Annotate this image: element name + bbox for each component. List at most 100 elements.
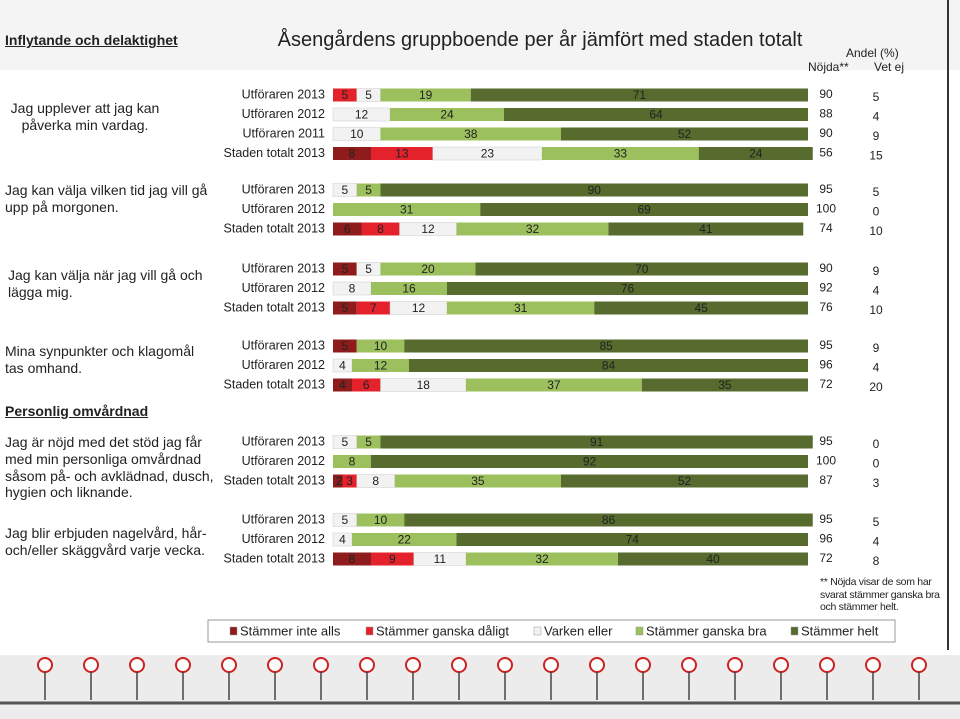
sign: [543, 657, 559, 673]
section-title: Personlig omvårdnad: [5, 403, 149, 419]
bar-segment: [409, 359, 808, 372]
legend-label: Stämmer inte alls: [240, 623, 341, 638]
nojda-value: 74: [819, 221, 833, 235]
bar-segment: [333, 378, 352, 392]
bar-segment: [456, 533, 808, 546]
value-label: 4: [339, 378, 346, 392]
footer-band: [0, 655, 960, 719]
value-label: 10: [350, 127, 364, 141]
vet-ej-value: 10: [869, 224, 883, 238]
bar-segment: [404, 513, 813, 527]
sign: [175, 657, 191, 673]
vet-ej-value: 4: [873, 361, 880, 375]
value-label: 5: [342, 183, 349, 197]
nojda-value: 95: [819, 434, 833, 448]
value-label: 5: [365, 88, 372, 102]
value-label: 8: [372, 474, 379, 488]
legend-label: Stämmer helt: [801, 623, 879, 638]
nojda-value: 90: [819, 126, 833, 140]
vet-ej-value: 9: [873, 129, 880, 143]
bar-segment: [542, 147, 699, 160]
value-label: 74: [626, 533, 640, 547]
value-label: 52: [678, 127, 692, 141]
value-label: 70: [635, 262, 649, 276]
vet-ej-value: 4: [873, 535, 880, 549]
value-label: 32: [535, 552, 549, 566]
value-label: 5: [365, 262, 372, 276]
value-label: 8: [377, 222, 384, 236]
vet-ej-header: Vet ej: [874, 60, 905, 74]
bar-segment: [333, 301, 357, 315]
vet-ej-value: 0: [873, 457, 880, 471]
value-label: 52: [678, 474, 692, 488]
bar-segment: [371, 147, 433, 160]
bar-segment: [356, 301, 390, 315]
header-band: [0, 0, 960, 70]
value-label: 8: [349, 552, 356, 566]
bar-segment: [352, 359, 409, 372]
value-label: 5: [342, 435, 349, 449]
bar-segment: [333, 262, 357, 276]
nojda-header: Nöjda**: [808, 60, 849, 74]
vet-ej-value: 15: [869, 149, 883, 163]
bar-segment: [333, 222, 362, 236]
value-label: 31: [400, 203, 414, 217]
nojda-value: 100: [816, 202, 836, 216]
bar-segment: [371, 455, 808, 468]
bar-segment: [466, 552, 618, 566]
row-label: Staden totalt 2013: [224, 221, 326, 235]
vet-ej-value: 10: [869, 303, 883, 317]
bar-segment: [371, 552, 414, 566]
vet-ej-value: 4: [873, 284, 880, 298]
bar-segment: [333, 474, 343, 488]
vet-ej-value: 20: [869, 380, 883, 394]
sign: [451, 657, 467, 673]
value-label: 12: [412, 301, 426, 315]
bar-segment: [356, 339, 405, 353]
row-label: Utföraren 2012: [242, 454, 325, 468]
vet-ej-value: 9: [873, 264, 880, 278]
sign: [819, 657, 835, 673]
bar-segment: [380, 262, 476, 276]
nojda-value: 72: [819, 551, 833, 565]
sign: [773, 657, 789, 673]
bar-segment: [356, 513, 405, 527]
bar-segment: [466, 378, 642, 392]
sign: [681, 657, 697, 673]
value-label: 32: [526, 222, 540, 236]
bar-segment: [447, 301, 595, 315]
legend-label: Stämmer ganska bra: [646, 623, 767, 638]
bar-segment: [380, 127, 561, 141]
value-label: 5: [365, 183, 372, 197]
bar-segment: [390, 108, 504, 121]
nojda-value: 90: [819, 261, 833, 275]
value-label: 5: [342, 301, 349, 315]
bar-segment: [480, 203, 808, 216]
bar-segment: [361, 222, 400, 236]
value-label: 13: [395, 147, 409, 161]
legend-swatch: [790, 626, 799, 636]
value-label: 64: [649, 108, 663, 122]
bar-segment: [594, 301, 808, 315]
row-label: Staden totalt 2013: [224, 377, 326, 391]
value-label: 16: [402, 282, 416, 296]
bar-segment: [371, 282, 447, 295]
value-label: 6: [363, 378, 370, 392]
sign: [83, 657, 99, 673]
bar-segment: [608, 222, 804, 236]
bar-segment: [333, 88, 357, 102]
sign: [129, 657, 145, 673]
value-label: 38: [464, 127, 478, 141]
value-label: 24: [440, 108, 454, 122]
value-label: 35: [718, 378, 732, 392]
vet-ej-value: 5: [873, 90, 880, 104]
value-label: 12: [374, 359, 388, 373]
bar-segment: [333, 455, 371, 468]
sign: [497, 657, 513, 673]
chart-title: Åsengårdens gruppboende per år jämfört m…: [277, 29, 803, 51]
value-label: 12: [355, 108, 369, 122]
sign: [359, 657, 375, 673]
section-title: Inflytande och delaktighet: [5, 32, 178, 48]
bar-segment: [352, 533, 457, 546]
value-label: 4: [339, 533, 346, 547]
